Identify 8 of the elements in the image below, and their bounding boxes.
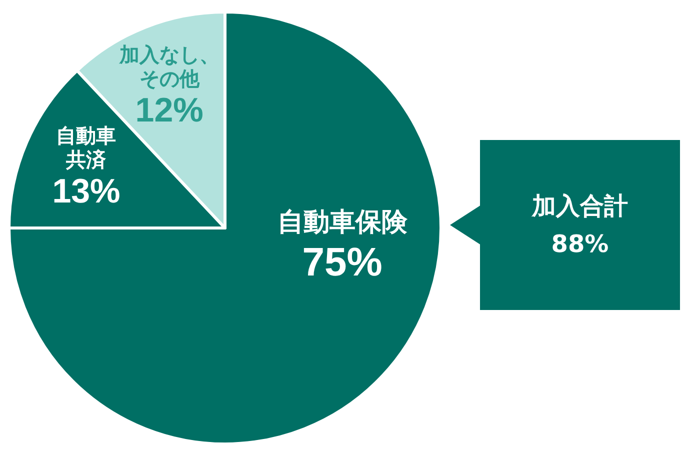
slice-label: 加入なし、その他	[118, 43, 220, 92]
slice-label: 自動車保険	[276, 206, 408, 238]
slice-label: 自動車共済	[55, 124, 118, 172]
text: 加入合計 88%	[530, 190, 629, 260]
pie-slice	[8, 10, 442, 446]
data-label: 12%	[134, 91, 204, 132]
data-label: 13%	[51, 172, 122, 212]
data-label: 75%	[301, 239, 384, 286]
